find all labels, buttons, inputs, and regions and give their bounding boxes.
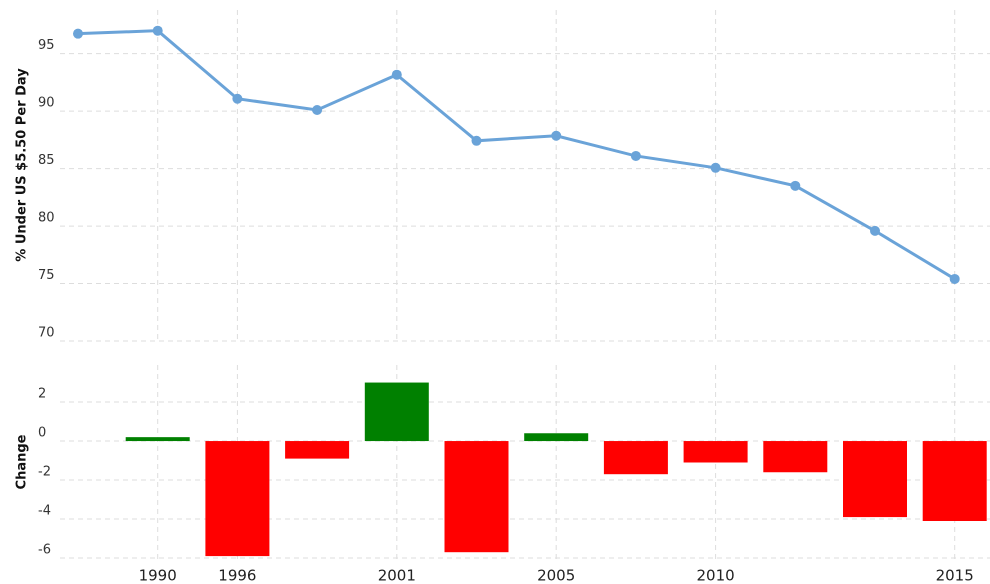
y-axis-title: % Under US $5.50 Per Day [15, 68, 30, 262]
y-tick-label: 2 [38, 387, 46, 402]
y-tick-label: 80 [38, 211, 55, 226]
point [232, 93, 243, 104]
y-tick-label: -4 [38, 504, 51, 519]
y-tick-label: 0 [38, 426, 46, 441]
x-tick-label: 1990 [139, 567, 177, 584]
y-tick-label: 90 [38, 96, 55, 111]
point [790, 180, 801, 191]
point [949, 273, 960, 284]
x-tick-label: 2001 [378, 567, 416, 584]
point [870, 225, 880, 236]
line [77, 29, 956, 281]
bar [364, 382, 429, 442]
bar [843, 441, 907, 518]
y-axis-title: Change [15, 434, 30, 489]
y-tick-label: 70 [38, 326, 55, 341]
point [630, 150, 641, 161]
bar [683, 441, 748, 463]
point [152, 25, 163, 36]
point [73, 28, 83, 39]
y-tick-label: 75 [38, 268, 55, 283]
point [312, 104, 323, 115]
point [471, 135, 482, 146]
bar [444, 441, 509, 553]
x-tick-label: 2015 [936, 567, 974, 584]
y-tick-label: -2 [38, 465, 51, 480]
x-tick-label: 2005 [537, 567, 575, 584]
bar [763, 441, 828, 473]
y-tick-label: 95 [38, 38, 55, 53]
x-tick-label: 1996 [218, 567, 256, 584]
bar [125, 437, 190, 442]
point [710, 162, 721, 173]
bar [205, 441, 270, 557]
x-tick-label: 2010 [697, 567, 735, 584]
point [391, 69, 402, 80]
bar [285, 441, 350, 459]
bar [524, 433, 589, 442]
point [551, 130, 562, 141]
bar [603, 441, 668, 475]
bar [922, 441, 987, 521]
y-tick-label: 85 [38, 153, 55, 168]
y-tick-label: -6 [38, 543, 51, 558]
